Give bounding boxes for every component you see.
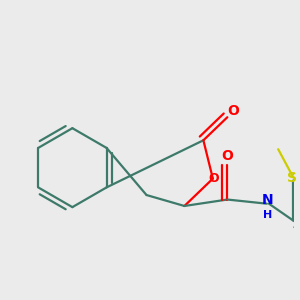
Text: O: O <box>221 149 233 163</box>
Text: N: N <box>262 193 274 206</box>
Text: O: O <box>208 172 219 185</box>
Text: O: O <box>227 104 239 118</box>
Text: S: S <box>287 171 297 185</box>
Text: H: H <box>263 210 272 220</box>
